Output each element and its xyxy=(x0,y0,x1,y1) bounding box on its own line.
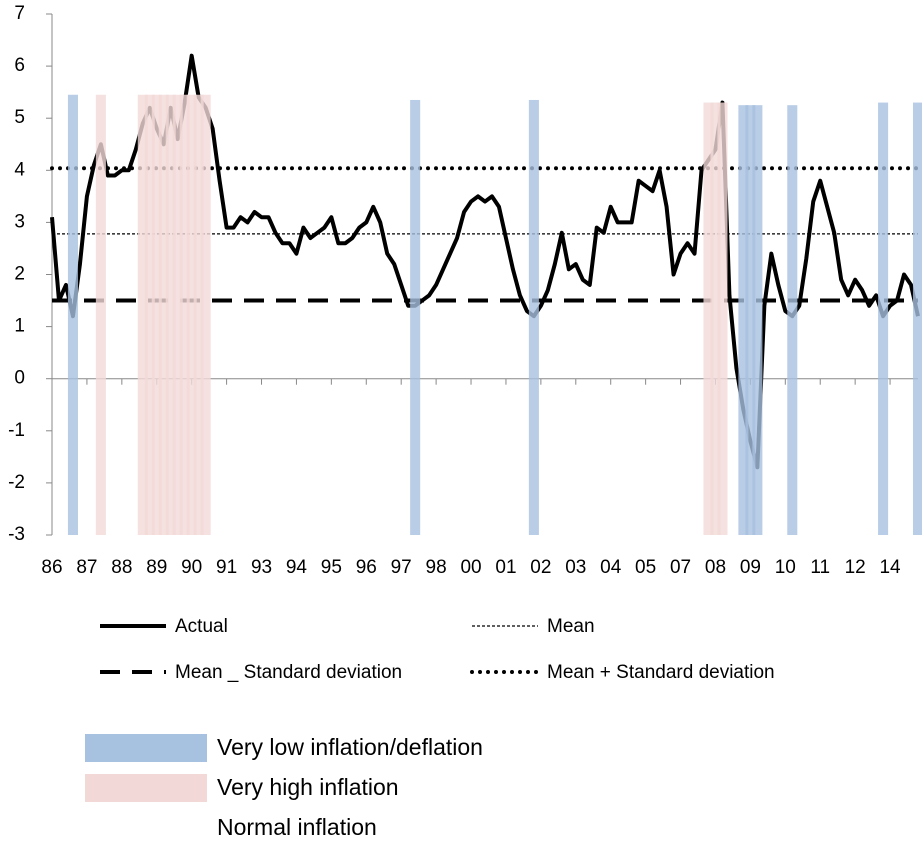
regime-band xyxy=(165,94,176,535)
x-tick-label: 90 xyxy=(181,557,202,578)
y-tick-label: -3 xyxy=(8,524,25,545)
x-tick-label: 12 xyxy=(845,557,866,578)
regime-band xyxy=(67,94,78,535)
regime-band xyxy=(95,94,106,535)
regime-band xyxy=(878,102,889,535)
y-tick-label: 4 xyxy=(14,159,25,180)
actual-line xyxy=(50,53,920,470)
legend-label: Normal inflation xyxy=(217,814,377,840)
x-tick-label: 02 xyxy=(530,557,551,578)
regime-band xyxy=(200,94,211,535)
regime-band xyxy=(158,94,169,535)
regime-band xyxy=(738,105,749,536)
x-tick-label: 87 xyxy=(76,557,97,578)
legend-label: Mean _ Standard deviation xyxy=(175,662,402,683)
regime-band xyxy=(717,102,728,535)
x-tick-label: 14 xyxy=(879,557,901,578)
legend-swatch xyxy=(85,774,207,802)
x-tick-label: 01 xyxy=(495,557,516,578)
x-tick-label: 93 xyxy=(251,557,272,578)
x-tick-label: 89 xyxy=(146,557,167,578)
regime-band xyxy=(912,102,922,535)
x-tick-label: 94 xyxy=(286,557,308,578)
x-tick-label: 09 xyxy=(740,557,761,578)
regime-band xyxy=(787,105,798,536)
legend-swatch xyxy=(85,734,207,762)
y-tick-label: 2 xyxy=(14,264,25,285)
regime-band xyxy=(137,94,148,535)
x-tick-label: 11 xyxy=(810,557,830,578)
x-tick-label: 98 xyxy=(426,557,447,578)
regime-band xyxy=(193,94,204,535)
regime-band xyxy=(710,102,721,535)
regime-band xyxy=(172,94,183,535)
x-tick-label: 08 xyxy=(705,557,726,578)
x-tick-label: 05 xyxy=(635,557,656,578)
y-tick-label: 5 xyxy=(14,107,25,128)
x-tick-label: 10 xyxy=(775,557,796,578)
y-tick-label: 0 xyxy=(14,368,25,389)
legend-label: Actual xyxy=(175,616,228,637)
y-tick-label: 3 xyxy=(14,211,25,232)
legend-label: Very low inflation/deflation xyxy=(217,734,483,760)
legend-label: Mean + Standard deviation xyxy=(547,662,775,683)
regime-band xyxy=(752,105,763,536)
x-tick-label: 00 xyxy=(460,557,481,578)
legend-label: Mean xyxy=(547,616,595,637)
regime-band xyxy=(703,102,714,535)
x-tick-label: 95 xyxy=(321,557,342,578)
regime-band xyxy=(144,94,155,535)
y-tick-label: 6 xyxy=(14,55,25,76)
x-tick-label: 03 xyxy=(565,557,586,578)
regime-band xyxy=(528,99,539,535)
regime-band xyxy=(186,94,197,535)
regime-band xyxy=(151,94,162,535)
y-tick-label: 1 xyxy=(14,316,25,337)
y-tick-label: 7 xyxy=(14,3,25,24)
regime-band xyxy=(745,105,756,536)
x-tick-label: 91 xyxy=(216,557,237,578)
x-tick-label: 07 xyxy=(670,557,691,578)
y-tick-label: -2 xyxy=(8,472,25,493)
x-tick-label: 88 xyxy=(111,557,132,578)
x-tick-label: 04 xyxy=(600,557,622,578)
x-tick-label: 96 xyxy=(356,557,377,578)
x-tick-label: 97 xyxy=(391,557,412,578)
x-tick-label: 86 xyxy=(41,557,62,578)
y-tick-label: -1 xyxy=(8,420,25,441)
regime-band xyxy=(410,99,421,535)
regime-band xyxy=(179,94,190,535)
legend-label: Very high inflation xyxy=(217,774,399,800)
legend-swatch xyxy=(85,814,207,841)
